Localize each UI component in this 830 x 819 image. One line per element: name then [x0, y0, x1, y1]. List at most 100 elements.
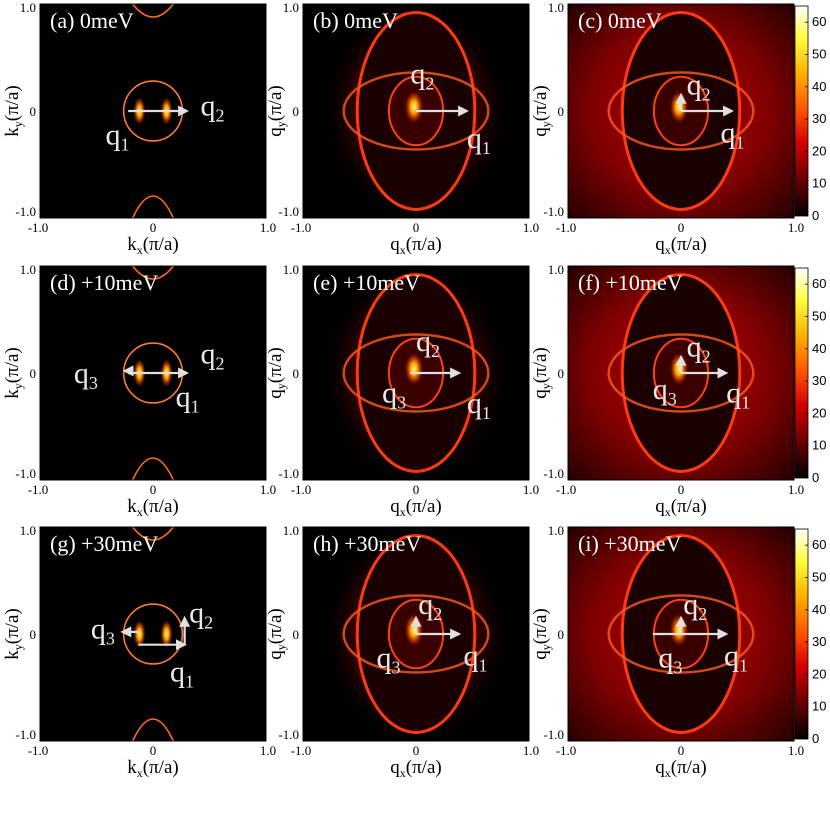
x-tick-label: 1.0: [523, 482, 539, 497]
x-tick-label: 0: [150, 220, 157, 235]
q-vector-label-q3: q3: [658, 642, 682, 678]
y-tick-label: 1.0: [548, 0, 564, 15]
colorbar-tick-label: 60: [812, 276, 826, 291]
plot-frame: [302, 3, 530, 219]
colorbar-tick-label: 60: [812, 14, 826, 29]
fermi-pocket-top: [132, 526, 174, 541]
colorbar-row-3: 0 10 20 30 40 50 60: [794, 528, 826, 746]
x-tick-label: 1.0: [523, 220, 539, 235]
y-tick-label: -1.0: [278, 727, 299, 742]
panel-title: (d) +10meV: [50, 270, 158, 295]
y-tick-label: 0: [30, 366, 37, 381]
fermi-pocket-top: [132, 265, 174, 280]
colorbar-tick-label: 20: [812, 666, 826, 681]
colorbar-tick-label: 0: [812, 208, 819, 223]
qpi-hotspot: [405, 353, 423, 385]
y-tick-label: 0: [293, 366, 300, 381]
x-axis-label: qx(π/a): [655, 234, 706, 257]
y-axis-label: ky(π/a): [2, 347, 25, 398]
panel-title: (h) +30meV: [313, 531, 421, 556]
x-tick-label: 0: [413, 220, 420, 235]
colorbar-row-2: 0 10 20 30 40 50 60: [794, 267, 826, 485]
panel-title: (b) 0meV: [313, 8, 398, 33]
qpi-lens-horizontal: [607, 333, 755, 413]
panel-title: (c) 0meV: [578, 8, 662, 33]
colorbar-tick-label: 40: [812, 602, 826, 617]
panel-title: (e) +10meV: [313, 270, 420, 295]
x-axis-label: kx(π/a): [127, 496, 178, 519]
y-axis-label: ky(π/a): [2, 85, 25, 136]
y-tick-label: 0: [30, 104, 37, 119]
y-tick-label: -1.0: [15, 466, 36, 481]
x-tick-label: -1.0: [28, 220, 49, 235]
qpi-hotspot: [670, 91, 688, 123]
x-tick-label: 0: [678, 220, 685, 235]
q-vector-label-q1: q1: [106, 119, 130, 155]
y-tick-label: -1.0: [543, 466, 564, 481]
x-tick-label: 1.0: [260, 220, 276, 235]
colorbar-tick-label: 20: [812, 143, 826, 158]
colorbar-row-1: 0 10 20 30 40 50 60: [794, 5, 826, 223]
plot-frame: [302, 265, 530, 481]
y-tick-label: 0: [558, 366, 565, 381]
fermi-pocket-bottom: [131, 457, 175, 481]
hotspot-left: [133, 620, 146, 648]
x-tick-label: 1.0: [788, 743, 804, 758]
y-tick-label: 1.0: [20, 262, 36, 277]
x-tick-label: -1.0: [28, 743, 49, 758]
x-tick-label: -1.0: [291, 482, 312, 497]
plot-frame: [302, 526, 530, 742]
colorbar-tick-label: 30: [812, 111, 826, 126]
x-axis-label: kx(π/a): [127, 234, 178, 257]
colorbar-tick-label: 0: [812, 470, 819, 485]
y-tick-label: 1.0: [20, 523, 36, 538]
colorbar-tick-label: 40: [812, 79, 826, 94]
y-tick-label: 1.0: [20, 0, 36, 15]
hotspot-right: [160, 620, 173, 648]
fermi-pocket-bottom: [131, 195, 175, 219]
colorbar-tick-label: 10: [812, 176, 826, 191]
y-tick-label: -1.0: [15, 204, 36, 219]
x-tick-label: 1.0: [788, 220, 804, 235]
x-tick-label: -1.0: [291, 743, 312, 758]
panel-title: (f) +10meV: [578, 270, 683, 295]
qpi-lens-horizontal: [607, 594, 755, 674]
heatmap-background: [40, 527, 266, 741]
colorbar-tick-label: 10: [812, 438, 826, 453]
fermi-pocket-bottom: [131, 718, 175, 742]
panel-title: (g) +30meV: [50, 531, 158, 556]
y-axis-label: qy(π/a): [530, 85, 553, 136]
colorbar-tick-label: 30: [812, 373, 826, 388]
x-tick-label: 0: [150, 743, 157, 758]
y-tick-label: 0: [30, 627, 37, 642]
x-tick-label: -1.0: [291, 220, 312, 235]
y-axis-label: qy(π/a): [530, 608, 553, 659]
y-axis-label: qy(π/a): [265, 608, 288, 659]
colorbar-tick-label: 50: [812, 308, 826, 323]
y-axis-label: qy(π/a): [530, 347, 553, 398]
y-tick-label: -1.0: [543, 204, 564, 219]
y-tick-label: 0: [558, 104, 565, 119]
colorbar-gradient: [794, 267, 809, 479]
y-tick-label: 1.0: [283, 0, 299, 15]
colorbar-tick-label: 40: [812, 341, 826, 356]
x-axis-label: qx(π/a): [390, 496, 441, 519]
y-tick-label: -1.0: [15, 727, 36, 742]
x-axis-label: qx(π/a): [655, 757, 706, 780]
x-tick-label: 0: [678, 743, 685, 758]
y-tick-label: -1.0: [278, 466, 299, 481]
colorbar-gradient: [794, 528, 809, 740]
colorbar-tick-label: 50: [812, 46, 826, 61]
plot-frame: [567, 3, 795, 219]
x-axis-label: qx(π/a): [390, 757, 441, 780]
y-tick-label: 0: [293, 627, 300, 642]
colorbar-tick-label: 50: [812, 569, 826, 584]
qpi-lens-horizontal: [342, 71, 490, 151]
x-axis-label: qx(π/a): [655, 496, 706, 519]
x-tick-label: -1.0: [28, 482, 49, 497]
